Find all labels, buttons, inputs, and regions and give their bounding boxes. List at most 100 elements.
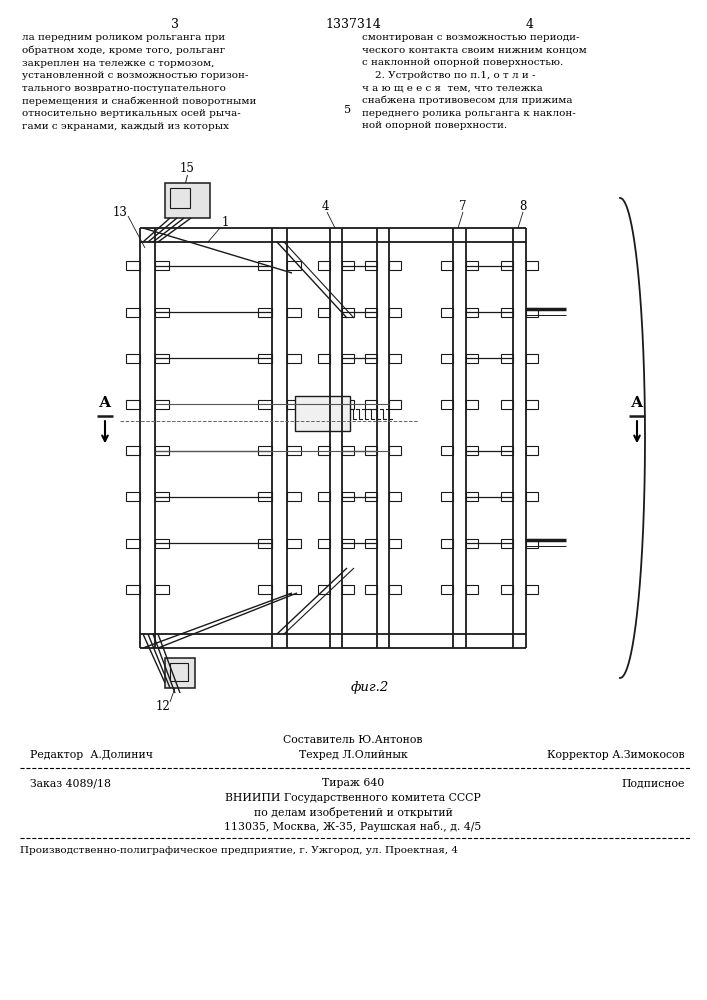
Bar — [526, 354, 538, 363]
Bar — [526, 400, 538, 409]
Text: Производственно-полиграфическое предприятие, г. Ужгород, ул. Проектная, 4: Производственно-полиграфическое предприя… — [20, 846, 458, 855]
Text: 3: 3 — [171, 18, 179, 31]
Bar — [466, 585, 478, 594]
Bar — [526, 446, 538, 455]
Bar — [287, 585, 301, 594]
Bar — [126, 585, 140, 594]
Bar — [501, 446, 513, 455]
Bar — [287, 400, 301, 409]
Bar — [342, 538, 354, 548]
Text: Техред Л.Олийнык: Техред Л.Олийнык — [298, 750, 407, 760]
Bar — [165, 183, 210, 218]
Text: 4: 4 — [526, 18, 534, 31]
Bar — [287, 538, 301, 548]
Bar — [170, 188, 190, 208]
Bar — [365, 400, 377, 409]
Bar — [155, 492, 169, 501]
Bar — [501, 400, 513, 409]
Bar — [466, 308, 478, 316]
Bar — [342, 492, 354, 501]
Bar — [155, 400, 169, 409]
Text: 1: 1 — [221, 217, 228, 230]
Bar — [365, 261, 377, 270]
Text: 5: 5 — [344, 105, 351, 115]
Bar — [258, 585, 272, 594]
Text: 8: 8 — [520, 200, 527, 213]
Bar — [318, 492, 330, 501]
Bar — [155, 538, 169, 548]
Bar — [126, 400, 140, 409]
Bar — [365, 354, 377, 363]
Text: А: А — [99, 396, 111, 410]
Bar — [155, 308, 169, 316]
Bar — [389, 492, 401, 501]
Text: Заказ 4089/18: Заказ 4089/18 — [30, 778, 111, 788]
Text: 113035, Москва, Ж-35, Раушская наб., д. 4/5: 113035, Москва, Ж-35, Раушская наб., д. … — [224, 821, 481, 832]
Bar — [287, 308, 301, 316]
Text: А: А — [631, 396, 643, 410]
Bar — [365, 538, 377, 548]
Text: Редактор  А.Долинич: Редактор А.Долинич — [30, 750, 153, 760]
Text: фиг.2: фиг.2 — [351, 682, 389, 694]
Bar — [342, 585, 354, 594]
Bar — [318, 261, 330, 270]
Bar — [466, 492, 478, 501]
Text: ла передним роликом рольганга при
обратном ходе, кроме того, рольганг
закреплен : ла передним роликом рольганга при обратн… — [22, 33, 257, 131]
Bar — [287, 354, 301, 363]
Text: Составитель Ю.Антонов: Составитель Ю.Антонов — [284, 735, 423, 745]
Bar — [365, 446, 377, 455]
Text: 1337314: 1337314 — [325, 18, 381, 31]
Text: 4: 4 — [321, 200, 329, 213]
Bar — [258, 354, 272, 363]
Bar — [126, 308, 140, 316]
Bar — [258, 308, 272, 316]
Bar — [258, 400, 272, 409]
Bar — [526, 308, 538, 316]
Bar — [318, 308, 330, 316]
Text: 13: 13 — [112, 207, 127, 220]
Bar — [441, 585, 453, 594]
Text: Корректор А.Зимокосов: Корректор А.Зимокосов — [547, 750, 685, 760]
Bar — [365, 308, 377, 316]
Bar — [466, 446, 478, 455]
Bar — [466, 354, 478, 363]
Bar — [526, 261, 538, 270]
Text: ВНИИПИ Государственного комитета СССР: ВНИИПИ Государственного комитета СССР — [225, 793, 481, 803]
Bar — [441, 261, 453, 270]
Bar — [441, 492, 453, 501]
Bar — [389, 585, 401, 594]
Bar — [258, 261, 272, 270]
Bar — [441, 538, 453, 548]
Bar — [466, 538, 478, 548]
Bar — [258, 446, 272, 455]
Bar — [501, 354, 513, 363]
Bar — [389, 261, 401, 270]
Bar — [258, 538, 272, 548]
Bar — [389, 446, 401, 455]
Bar — [258, 492, 272, 501]
Bar — [318, 538, 330, 548]
Bar — [365, 585, 377, 594]
Bar — [501, 308, 513, 316]
Bar — [365, 492, 377, 501]
Bar — [441, 354, 453, 363]
Bar — [389, 354, 401, 363]
Bar — [165, 658, 195, 688]
Text: смонтирован с возможностью периоди-
ческого контакта своим нижним концом
с накло: смонтирован с возможностью периоди- ческ… — [362, 33, 587, 130]
Bar — [389, 400, 401, 409]
Bar — [155, 261, 169, 270]
Bar — [501, 538, 513, 548]
Bar — [389, 308, 401, 316]
Bar — [318, 585, 330, 594]
Bar — [126, 446, 140, 455]
Bar — [155, 446, 169, 455]
Bar — [441, 400, 453, 409]
Bar — [342, 308, 354, 316]
Bar — [526, 585, 538, 594]
Bar — [342, 261, 354, 270]
Bar — [295, 396, 350, 431]
Bar — [441, 308, 453, 316]
Bar — [318, 354, 330, 363]
Bar — [526, 492, 538, 501]
Bar — [126, 538, 140, 548]
